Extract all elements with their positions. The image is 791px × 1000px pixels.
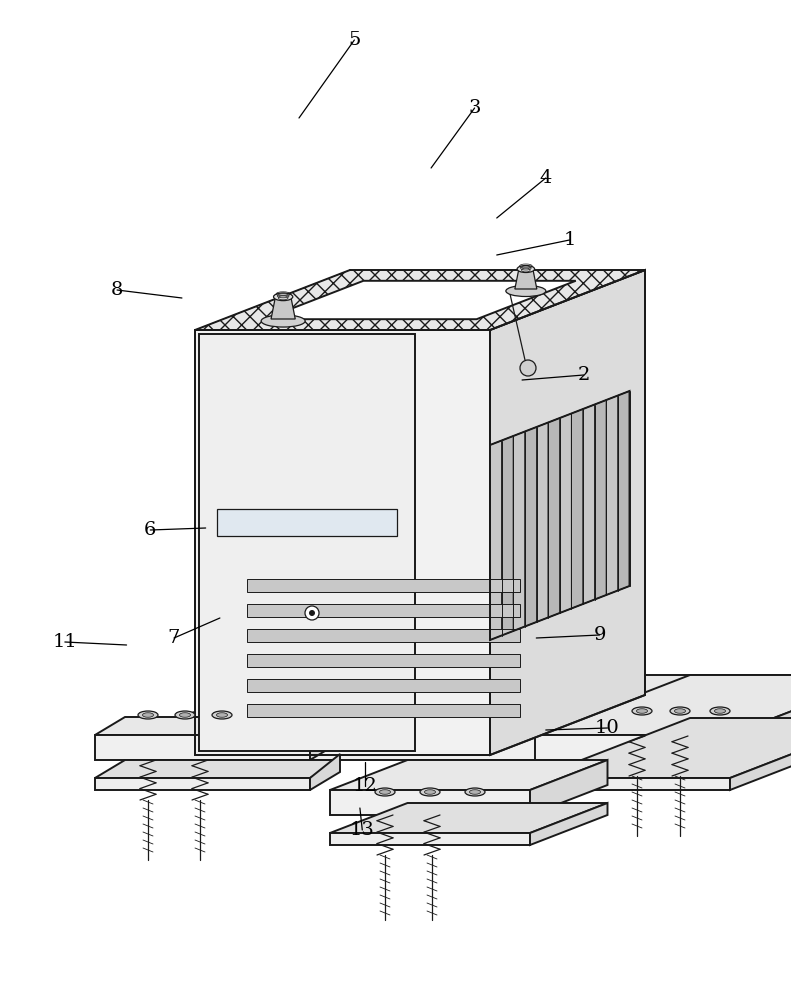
Ellipse shape [465, 788, 485, 796]
Polygon shape [730, 718, 791, 790]
Ellipse shape [714, 709, 725, 713]
Polygon shape [195, 330, 490, 755]
Ellipse shape [425, 790, 436, 794]
Text: 10: 10 [595, 719, 620, 737]
Ellipse shape [517, 265, 535, 272]
Circle shape [305, 606, 319, 620]
Text: 3: 3 [468, 99, 481, 117]
Polygon shape [310, 717, 340, 760]
Polygon shape [560, 414, 571, 613]
Polygon shape [530, 803, 607, 845]
Ellipse shape [138, 711, 158, 719]
Ellipse shape [670, 707, 690, 715]
Polygon shape [606, 395, 618, 595]
Polygon shape [247, 604, 520, 617]
Polygon shape [501, 436, 513, 636]
Polygon shape [95, 778, 310, 790]
Circle shape [520, 360, 536, 376]
Ellipse shape [175, 711, 195, 719]
Ellipse shape [375, 788, 395, 796]
Polygon shape [530, 760, 607, 815]
Ellipse shape [637, 709, 648, 713]
Polygon shape [595, 400, 606, 599]
Ellipse shape [180, 713, 191, 717]
Polygon shape [330, 790, 530, 815]
Polygon shape [490, 270, 645, 755]
Polygon shape [310, 754, 340, 790]
Ellipse shape [675, 709, 686, 713]
Polygon shape [535, 675, 791, 735]
Polygon shape [645, 675, 791, 760]
Circle shape [309, 610, 315, 616]
Polygon shape [247, 654, 520, 667]
Polygon shape [195, 270, 645, 330]
Polygon shape [330, 760, 607, 790]
Ellipse shape [142, 713, 153, 717]
Polygon shape [548, 418, 560, 617]
Polygon shape [247, 679, 520, 692]
Polygon shape [199, 334, 415, 751]
Polygon shape [95, 735, 310, 760]
Text: 13: 13 [350, 821, 375, 839]
Text: 8: 8 [111, 281, 123, 299]
Ellipse shape [212, 711, 232, 719]
Text: 2: 2 [577, 366, 590, 384]
Polygon shape [730, 675, 791, 760]
Polygon shape [525, 427, 536, 626]
Polygon shape [95, 760, 340, 778]
Polygon shape [135, 735, 645, 760]
Polygon shape [264, 281, 576, 319]
Polygon shape [247, 704, 520, 717]
Polygon shape [330, 833, 530, 845]
Polygon shape [95, 717, 340, 735]
Text: 4: 4 [539, 169, 552, 187]
Polygon shape [247, 629, 520, 642]
Polygon shape [535, 778, 730, 790]
Polygon shape [247, 579, 520, 592]
Polygon shape [515, 269, 537, 289]
Ellipse shape [632, 707, 652, 715]
Ellipse shape [274, 293, 293, 301]
Polygon shape [571, 409, 583, 608]
Ellipse shape [420, 788, 440, 796]
Polygon shape [490, 440, 501, 640]
Ellipse shape [710, 707, 730, 715]
Text: 7: 7 [168, 629, 180, 647]
Text: 11: 11 [52, 633, 78, 651]
Polygon shape [583, 404, 595, 604]
Polygon shape [330, 803, 607, 833]
Ellipse shape [261, 315, 305, 327]
Polygon shape [217, 509, 397, 536]
Ellipse shape [470, 790, 480, 794]
Ellipse shape [217, 713, 228, 717]
Text: 12: 12 [353, 777, 378, 795]
Polygon shape [513, 432, 525, 631]
Ellipse shape [380, 790, 391, 794]
Text: 6: 6 [144, 521, 157, 539]
Polygon shape [535, 735, 730, 760]
Ellipse shape [506, 286, 546, 296]
Text: 1: 1 [563, 231, 576, 249]
Polygon shape [536, 422, 548, 622]
Text: 5: 5 [348, 31, 361, 49]
Polygon shape [271, 297, 295, 319]
Polygon shape [135, 675, 791, 735]
Polygon shape [618, 391, 630, 590]
Polygon shape [535, 718, 791, 778]
Text: 9: 9 [593, 626, 606, 644]
